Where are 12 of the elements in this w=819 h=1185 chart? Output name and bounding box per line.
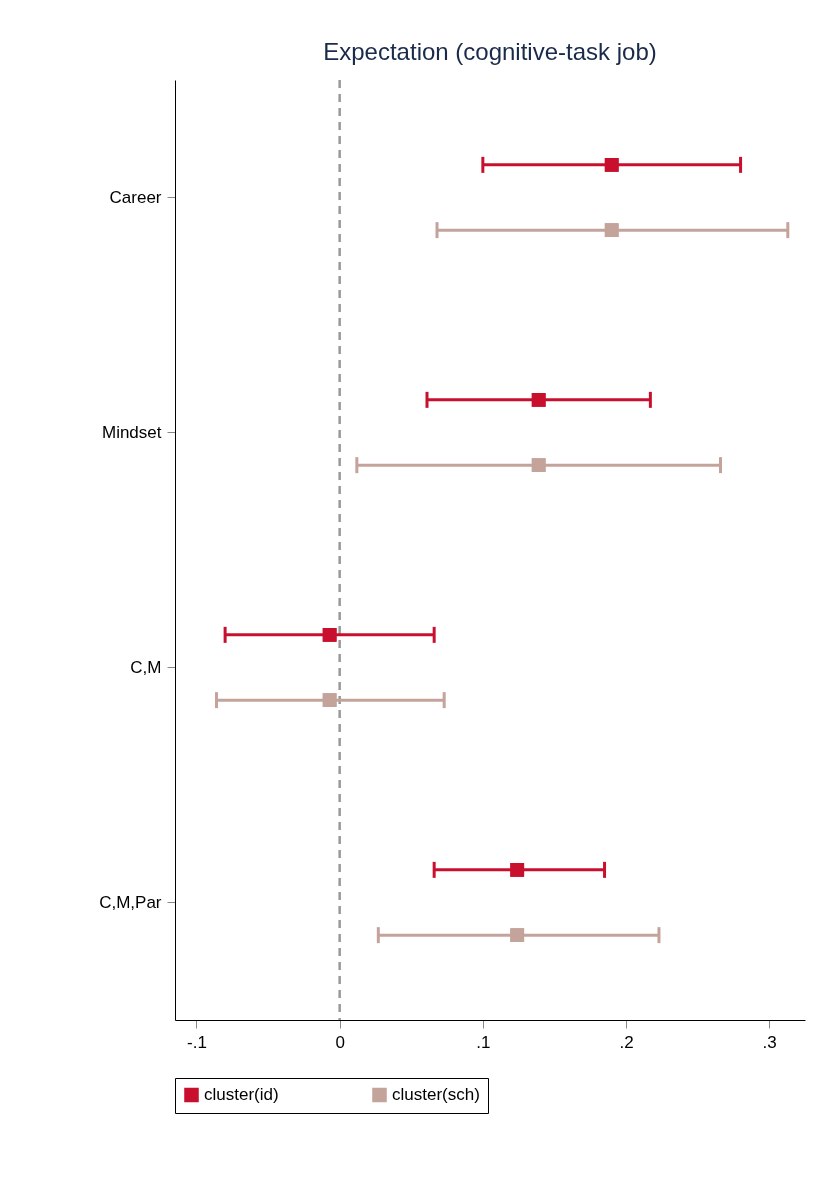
y-tick-label: Mindset <box>101 422 162 442</box>
legend-label: cluster(id) <box>204 1084 279 1104</box>
y-tick-label: C,M,Par <box>99 892 162 912</box>
chart-title: Expectation (cognitive-task job) <box>323 37 657 65</box>
x-tick-label: .3 <box>762 1032 777 1052</box>
legend-label: cluster(sch) <box>392 1084 480 1104</box>
x-tick-label: .1 <box>476 1032 491 1052</box>
y-tick-label: C,M <box>130 657 162 677</box>
y-tick-label: Career <box>109 187 162 207</box>
x-tick-label: 0 <box>335 1032 345 1052</box>
x-tick-label: -.1 <box>187 1032 207 1052</box>
x-tick-label: .2 <box>619 1032 634 1052</box>
